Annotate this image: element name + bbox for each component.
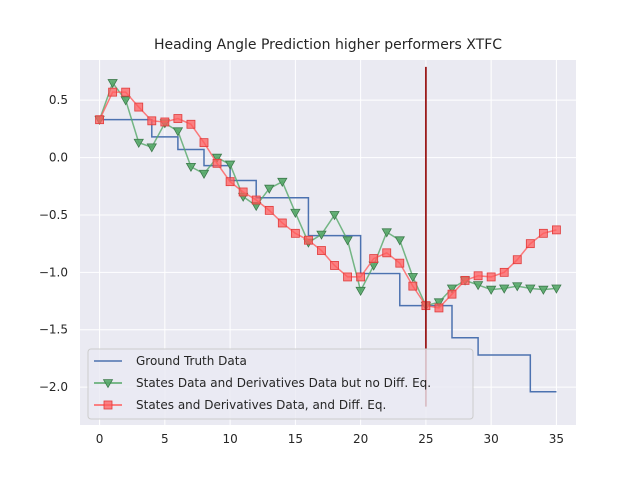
legend-label: States and Derivatives Data, and Diff. E…: [136, 398, 386, 412]
x-tick-label: 5: [161, 432, 169, 446]
legend: Ground Truth Data States Data and Derivat…: [87, 348, 474, 420]
legend-entry-1: Ground Truth Data: [94, 354, 247, 368]
data-point: [446, 284, 458, 294]
data-point: [538, 228, 548, 238]
data-point: [107, 79, 118, 89]
data-point: [499, 284, 510, 294]
legend-label: Ground Truth Data: [136, 354, 247, 368]
data-point: [525, 284, 536, 294]
data-point: [147, 116, 157, 126]
data-point: [290, 208, 301, 218]
data-point: [186, 119, 196, 129]
data-point: [551, 284, 562, 294]
data-point: [473, 271, 483, 281]
data-point: [356, 272, 366, 282]
data-point: [316, 230, 327, 240]
legend-marker: [103, 400, 113, 410]
data-point: [472, 281, 484, 291]
data-point: [395, 258, 405, 268]
data-point: [277, 177, 288, 187]
y-tick-label: 0.5: [49, 93, 68, 107]
data-point: [485, 285, 497, 295]
data-point: [434, 303, 444, 313]
data-point: [329, 211, 340, 221]
data-point: [199, 138, 209, 148]
y-tick-label: −2.0: [39, 380, 68, 394]
data-point: [317, 246, 326, 255]
x-tick-label: 15: [288, 432, 303, 446]
data-point: [381, 228, 392, 238]
data-point: [525, 239, 535, 249]
y-tick-label: −0.5: [39, 208, 68, 222]
data-point: [185, 162, 197, 173]
data-point: [211, 153, 223, 163]
data-point: [343, 272, 352, 282]
legend-marker: [102, 379, 114, 389]
tick-labels: 0 5 10 15 20 25 30 35 0.5 0.0 −0.5 −1.0 −1.5 −2.0: [39, 93, 564, 446]
series-2: [94, 79, 562, 311]
data-point: [382, 248, 392, 258]
data-point: [552, 225, 561, 235]
x-tick-label: 10: [222, 432, 237, 446]
data-point: [433, 298, 445, 308]
series-3: [95, 87, 561, 313]
x-tick-label: 0: [96, 432, 104, 446]
data-point: [486, 272, 496, 282]
x-tick-label: 20: [353, 432, 368, 446]
data-point: [355, 286, 366, 297]
data-point: [212, 158, 222, 168]
data-point: [172, 127, 184, 137]
data-point: [173, 114, 183, 123]
data-point: [394, 236, 405, 246]
series-layer: [94, 79, 562, 393]
data-point: [121, 87, 131, 97]
legend-label: States Data and Derivatives Data but no …: [136, 376, 431, 390]
data-point: [369, 254, 379, 263]
data-point: [120, 96, 131, 106]
data-point: [133, 138, 144, 148]
data-point: [290, 228, 300, 238]
data-point: [538, 285, 549, 295]
legend-items: Ground Truth Data States Data and Derivat…: [94, 354, 431, 412]
x-tick-label: 25: [418, 432, 433, 446]
legend-box: [87, 348, 474, 420]
data-point: [447, 289, 457, 299]
y-tick-label: −1.0: [39, 265, 68, 279]
data-point: [224, 160, 236, 170]
data-point: [277, 218, 287, 228]
data-point: [160, 117, 170, 127]
legend-entry-3: States and Derivatives Data, and Diff. E…: [94, 398, 386, 412]
data-point: [330, 261, 339, 270]
data-point: [460, 275, 470, 285]
data-point: [238, 187, 248, 197]
data-point: [304, 235, 313, 245]
data-point: [408, 281, 418, 291]
data-point: [198, 169, 210, 179]
data-point: [499, 267, 509, 277]
data-point: [407, 273, 419, 283]
data-point: [264, 205, 274, 215]
y-tick-label: 0.0: [49, 151, 68, 165]
data-point: [342, 236, 353, 246]
data-point: [225, 177, 235, 187]
data-point: [146, 143, 157, 153]
data-point: [512, 282, 523, 292]
data-point: [264, 184, 275, 194]
y-tick-label: −1.5: [39, 323, 68, 337]
x-tick-label: 35: [549, 432, 564, 446]
data-point: [134, 102, 144, 112]
data-point: [108, 87, 118, 97]
chart-title: Heading Angle Prediction higher performe…: [154, 37, 502, 53]
data-point: [251, 195, 261, 205]
data-point: [512, 255, 522, 265]
legend-entry-2: States Data and Derivatives Data but no …: [94, 376, 431, 390]
data-point: [95, 115, 104, 125]
x-tick-label: 30: [484, 432, 499, 446]
